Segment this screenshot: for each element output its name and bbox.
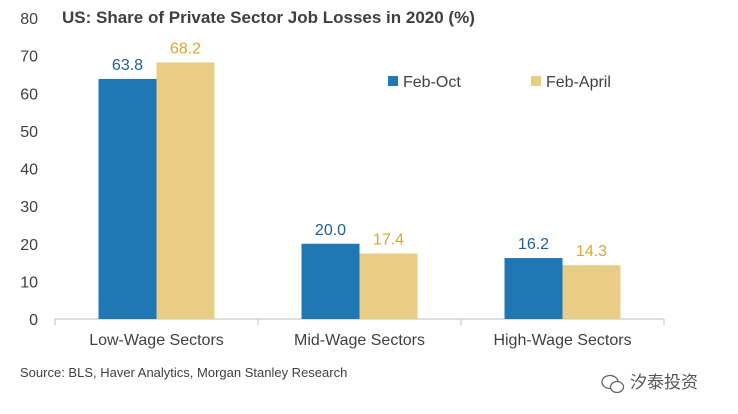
y-tick-label: 20 bbox=[20, 237, 38, 254]
bars bbox=[98, 62, 621, 320]
legend: Feb-Oct Feb-April bbox=[388, 74, 611, 91]
y-tick-label: 10 bbox=[20, 274, 38, 291]
x-tick-label: Low-Wage Sectors bbox=[89, 332, 224, 349]
data-label: 16.2 bbox=[518, 236, 549, 253]
legend-label: Feb-Oct bbox=[403, 74, 461, 91]
data-labels: 63.8 20.0 16.2 68.2 17.4 14.3 bbox=[112, 40, 607, 260]
bar-feb-oct-0 bbox=[98, 78, 157, 319]
x-tick-label: Mid-Wage Sectors bbox=[294, 332, 425, 349]
y-tick-label: 80 bbox=[20, 11, 38, 28]
data-label: 17.4 bbox=[373, 232, 404, 249]
legend-label: Feb-April bbox=[546, 74, 611, 91]
bar-feb-april-0 bbox=[156, 62, 215, 320]
wechat-icon bbox=[601, 374, 625, 394]
chart-title: US: Share of Private Sector Job Losses i… bbox=[62, 8, 475, 27]
x-axis-ticks: Low-Wage Sectors Mid-Wage Sectors High-Wag… bbox=[54, 319, 665, 349]
data-label: 68.2 bbox=[170, 40, 201, 57]
data-label: 14.3 bbox=[576, 243, 607, 260]
x-tick-label: High-Wage Sectors bbox=[493, 332, 631, 349]
watermark: 汐泰投资 bbox=[601, 373, 698, 394]
data-label: 63.8 bbox=[112, 57, 143, 74]
y-tick-label: 50 bbox=[20, 124, 38, 141]
y-tick-label: 0 bbox=[29, 312, 38, 329]
source-note: Source: BLS, Haver Analytics, Morgan Sta… bbox=[20, 365, 347, 380]
y-axis-ticks: 0 10 20 30 40 50 60 70 80 bbox=[20, 11, 38, 329]
bar-feb-oct-2 bbox=[504, 258, 563, 319]
bar-feb-oct-1 bbox=[301, 243, 360, 319]
bar-feb-april-2 bbox=[562, 265, 621, 319]
y-tick-label: 40 bbox=[20, 162, 38, 179]
data-label: 20.0 bbox=[315, 222, 346, 239]
legend-swatch bbox=[531, 76, 541, 86]
watermark-text: 汐泰投资 bbox=[630, 373, 698, 393]
legend-swatch bbox=[388, 76, 398, 86]
y-tick-label: 70 bbox=[20, 49, 38, 66]
y-tick-label: 30 bbox=[20, 199, 38, 216]
y-tick-label: 60 bbox=[20, 86, 38, 103]
bar-feb-april-1 bbox=[359, 253, 418, 319]
